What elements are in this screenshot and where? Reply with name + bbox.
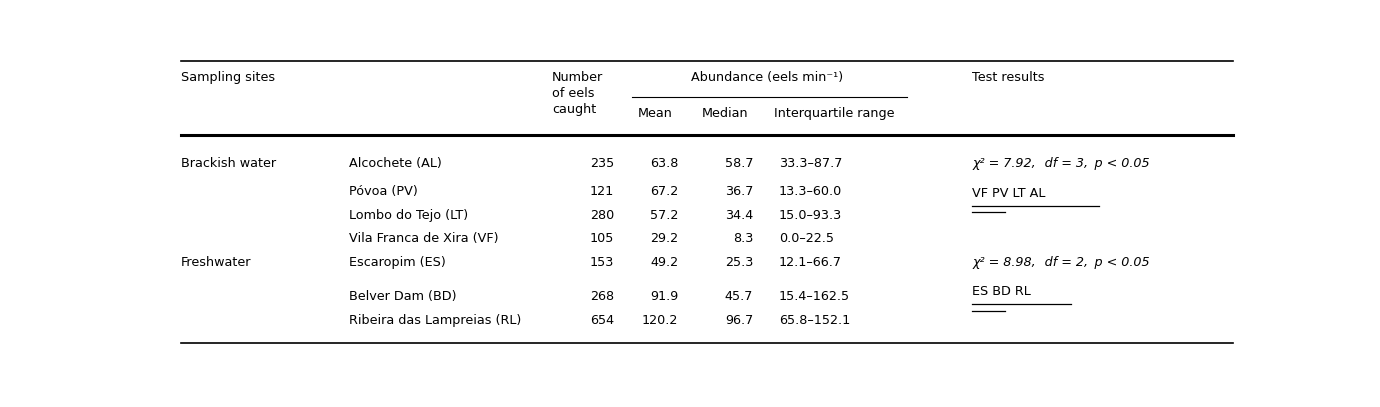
Text: 15.4–162.5: 15.4–162.5 — [778, 290, 850, 303]
Text: Belver Dam (BD): Belver Dam (BD) — [349, 290, 457, 303]
Text: 15.0–93.3: 15.0–93.3 — [778, 209, 842, 222]
Text: 280: 280 — [591, 209, 614, 222]
Text: 67.2: 67.2 — [650, 185, 679, 198]
Text: 153: 153 — [589, 256, 614, 269]
Text: Mean: Mean — [638, 107, 672, 120]
Text: Póvoa (PV): Póvoa (PV) — [349, 185, 418, 198]
Text: Brackish water: Brackish water — [181, 157, 276, 170]
Text: Vila Franca de Xira (VF): Vila Franca de Xira (VF) — [349, 232, 498, 245]
Text: 654: 654 — [591, 314, 614, 327]
Text: 8.3: 8.3 — [733, 232, 753, 245]
Text: Median: Median — [702, 107, 748, 120]
Text: Alcochete (AL): Alcochete (AL) — [349, 157, 442, 170]
Text: Lombo do Tejo (LT): Lombo do Tejo (LT) — [349, 209, 468, 222]
Text: χ² = 7.92,   df = 3,  p < 0.05: χ² = 7.92, df = 3, p < 0.05 — [973, 157, 1150, 170]
Text: 45.7: 45.7 — [724, 290, 753, 303]
Text: 12.1–66.7: 12.1–66.7 — [778, 256, 842, 269]
Text: 121: 121 — [591, 185, 614, 198]
Text: 235: 235 — [591, 157, 614, 170]
Text: Escaropim (ES): Escaropim (ES) — [349, 256, 446, 269]
Text: VF PV LT AL: VF PV LT AL — [973, 187, 1046, 200]
Text: 36.7: 36.7 — [724, 185, 753, 198]
Text: 120.2: 120.2 — [642, 314, 679, 327]
Text: χ² = 8.98,   df = 2,  p < 0.05: χ² = 8.98, df = 2, p < 0.05 — [973, 256, 1150, 269]
Text: Ribeira das Lampreias (RL): Ribeira das Lampreias (RL) — [349, 314, 522, 327]
Text: 58.7: 58.7 — [724, 157, 753, 170]
Text: 0.0–22.5: 0.0–22.5 — [778, 232, 834, 245]
Text: Freshwater: Freshwater — [181, 256, 251, 269]
Text: 65.8–152.1: 65.8–152.1 — [778, 314, 850, 327]
Text: 25.3: 25.3 — [724, 256, 753, 269]
Text: 96.7: 96.7 — [724, 314, 753, 327]
Text: ES BD RL: ES BD RL — [973, 285, 1031, 298]
Text: Sampling sites: Sampling sites — [181, 71, 275, 84]
Text: 91.9: 91.9 — [650, 290, 679, 303]
Text: 63.8: 63.8 — [650, 157, 679, 170]
Text: 13.3–60.0: 13.3–60.0 — [778, 185, 842, 198]
Text: 33.3–87.7: 33.3–87.7 — [778, 157, 842, 170]
Text: 49.2: 49.2 — [650, 256, 679, 269]
Text: Abundance (eels min⁻¹): Abundance (eels min⁻¹) — [691, 71, 843, 84]
Text: Interquartile range: Interquartile range — [774, 107, 894, 120]
Text: 34.4: 34.4 — [724, 209, 753, 222]
Text: Number
of eels
caught: Number of eels caught — [552, 71, 603, 116]
Text: Test results: Test results — [973, 71, 1045, 84]
Text: 29.2: 29.2 — [650, 232, 679, 245]
Text: 57.2: 57.2 — [650, 209, 679, 222]
Text: 105: 105 — [589, 232, 614, 245]
Text: 268: 268 — [591, 290, 614, 303]
